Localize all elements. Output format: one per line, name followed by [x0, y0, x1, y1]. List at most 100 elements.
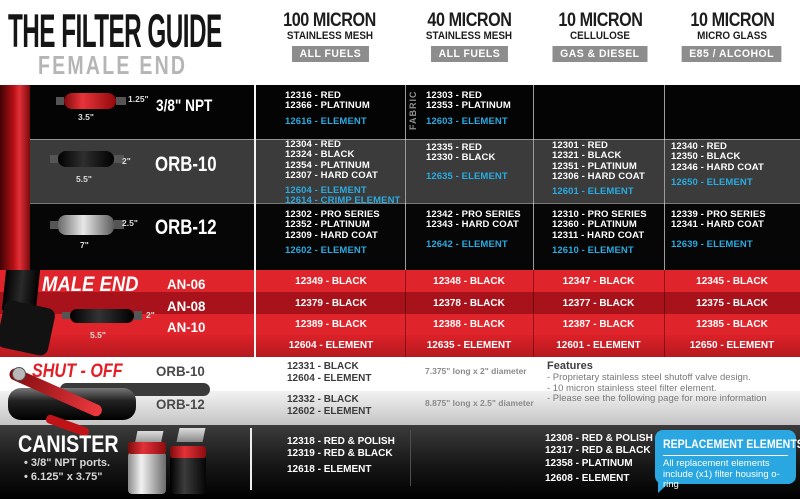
feature-item: - Please see the following page for more… — [547, 393, 767, 404]
part-number: 12310 - PRO SERIES — [552, 209, 647, 220]
column-divider — [533, 270, 534, 357]
part-number: 12343 - HARD COAT — [426, 219, 519, 231]
length-dimension: 7" — [80, 240, 89, 250]
filter-fitting — [56, 97, 64, 105]
row-label-orb10: ORB-10 — [155, 153, 217, 176]
element-part-number: 12601 - ELEMENT — [552, 186, 634, 198]
shutoff-row-label-orb12: ORB-12 — [156, 396, 205, 412]
fuel-badge: E85 / ALCOHOL — [682, 46, 782, 62]
canister-title: CANISTER — [18, 431, 119, 458]
filter-fitting — [114, 220, 124, 229]
part-number: 12378 - BLACK — [433, 298, 505, 309]
element-part-number: 12604 - ELEMENT — [287, 373, 372, 384]
bullet-npt-ports: • 3/8" NPT ports. — [24, 457, 111, 469]
part-number: 12347 - BLACK — [562, 276, 635, 287]
element-part-number: 12635 - ELEMENT — [426, 170, 508, 182]
part-number: 12303 - RED — [426, 90, 483, 101]
element-part-number: 12614 - CRIMP ELEMENT — [285, 195, 401, 207]
part-number: 12350 - BLACK — [671, 151, 741, 163]
column-micron: 40 MICRON — [426, 10, 512, 31]
filter-fitting — [50, 221, 58, 229]
parts-cell: 12304 - RED 12324 - BLACK 12354 - PLATIN… — [285, 139, 401, 207]
column-divider — [664, 270, 665, 357]
element-part-number: 12604 - ELEMENT — [288, 340, 374, 351]
part-number: 12307 - HARD COAT — [285, 169, 378, 181]
fuel-badge: GAS & DIESEL — [552, 46, 648, 62]
male-row-an10-background — [0, 314, 800, 335]
parts-cell: 12302 - PRO SERIES 12352 - PLATINUM 1230… — [285, 209, 380, 256]
column-media: CELLULOSE — [570, 30, 630, 42]
part-number: 12351 - PLATINUM — [552, 160, 637, 172]
column-micron: 10 MICRON — [557, 10, 643, 31]
element-part-number: 12650 - ELEMENT — [671, 176, 753, 188]
parts-cell: 12335 - RED 12330 - BLACK 12635 - ELEMEN… — [426, 142, 508, 182]
part-number: 12317 - RED & BLACK — [545, 445, 651, 457]
feature-item: - Proprietary stainless steel shutoff va… — [547, 372, 751, 383]
filter-fitting — [116, 97, 126, 105]
part-number: 12346 - HARD COAT — [671, 161, 764, 173]
features-list: - Proprietary stainless steel shutoff va… — [547, 372, 767, 405]
male-row-label-an10: AN-10 — [167, 319, 206, 335]
row-orb10-background — [30, 139, 800, 203]
length-dimension: 5.5" — [76, 174, 92, 184]
diameter-dimension: 2" — [122, 156, 131, 166]
feature-item: - 10 micron stainless steel filter eleme… — [547, 382, 717, 394]
parts-cell: 12318 - RED & POLISH 12319 - RED & BLACK… — [287, 436, 395, 476]
column-media: STAINLESS MESH — [286, 30, 374, 42]
element-part-number: 12616 - ELEMENT — [285, 115, 367, 127]
size-note-orb10: 7.375" long x 2" diameter — [425, 366, 527, 376]
part-number: 12389 - BLACK — [295, 319, 367, 330]
row-divider — [30, 203, 800, 204]
fuel-badge: ALL FUELS — [430, 46, 508, 62]
element-part-number: 12604 - ELEMENT — [285, 185, 367, 197]
canister-bullets: • 3/8" NPT ports. • 6.125" x 3.75" — [24, 456, 110, 484]
row-label-npt: 3/8" NPT — [156, 96, 213, 115]
page-title: THE FILTER GUIDE — [8, 4, 222, 58]
parts-cell: 12339 - PRO SERIES 12341 - HARD COAT 126… — [671, 209, 766, 250]
part-number: 12309 - HARD COAT — [285, 229, 378, 241]
element-part-number: 12602 - ELEMENT — [287, 406, 372, 417]
features-title: Features — [547, 360, 593, 372]
column-header-10-micron-microglass: 10 MICRON MICRO GLASS E85 / ALCOHOL — [664, 11, 800, 62]
bullet-size: • 6.125" x 3.75" — [24, 471, 103, 483]
parts-cell: 12342 - PRO SERIES 12343 - HARD COAT 126… — [426, 209, 521, 250]
part-number: 12318 - RED & POLISH — [287, 436, 395, 447]
part-number: 12319 - RED & BLACK — [287, 448, 393, 460]
part-number: 12302 - PRO SERIES — [285, 209, 380, 220]
male-filter-photo — [70, 309, 134, 323]
element-part-number: 12601 - ELEMENT — [556, 340, 641, 351]
part-number: 12339 - PRO SERIES — [671, 209, 766, 220]
element-part-number: 12618 - ELEMENT — [287, 463, 372, 475]
part-number: 12332 - BLACK — [287, 394, 359, 405]
element-part-number: 12639 - ELEMENT — [671, 238, 753, 250]
label-column-divider — [254, 85, 256, 357]
shutoff-row-label-orb10: ORB-10 — [156, 363, 205, 379]
parts-cell: 12331 - BLACK 12604 - ELEMENT — [287, 361, 371, 385]
parts-cell: 12308 - RED & POLISH 12317 - RED & BLACK… — [545, 433, 653, 485]
row-orb12-background — [30, 203, 800, 270]
replacement-elements-callout: REPLACEMENT ELEMENTS All replacement ele… — [655, 430, 800, 490]
part-number: 12301 - RED — [552, 140, 609, 151]
part-number: 12335 - RED — [426, 142, 483, 153]
parts-cell: 12316 - RED 12366 - PLATINUM 12616 - ELE… — [285, 90, 370, 127]
male-row-label-an06: AN-06 — [167, 276, 206, 292]
part-number: 12345 - BLACK — [696, 276, 768, 287]
part-number: 12388 - BLACK — [433, 319, 505, 330]
npt-filter-photo — [64, 93, 116, 109]
part-number: 12311 - HARD COAT — [552, 229, 645, 241]
male-row-elements-background — [0, 335, 800, 357]
part-number: 12375 - BLACK — [696, 298, 768, 309]
part-number: 12340 - RED — [671, 141, 728, 152]
column-media: MICRO GLASS — [697, 30, 767, 42]
element-part-number: 12608 - ELEMENT — [545, 472, 630, 484]
fabric-note: FABRIC — [408, 90, 418, 131]
male-row-an08-background — [0, 292, 800, 314]
column-header-10-micron-cellulose: 10 MICRON CELLULOSE GAS & DIESEL — [532, 10, 668, 62]
part-number: 12385 - BLACK — [696, 319, 768, 330]
column-divider — [664, 85, 665, 270]
callout-title: REPLACEMENT ELEMENTS — [663, 437, 800, 451]
column-media: STAINLESS MESH — [425, 30, 513, 42]
part-number: 12360 - PLATINUM — [552, 219, 637, 231]
part-number: 12330 - BLACK — [426, 152, 496, 164]
